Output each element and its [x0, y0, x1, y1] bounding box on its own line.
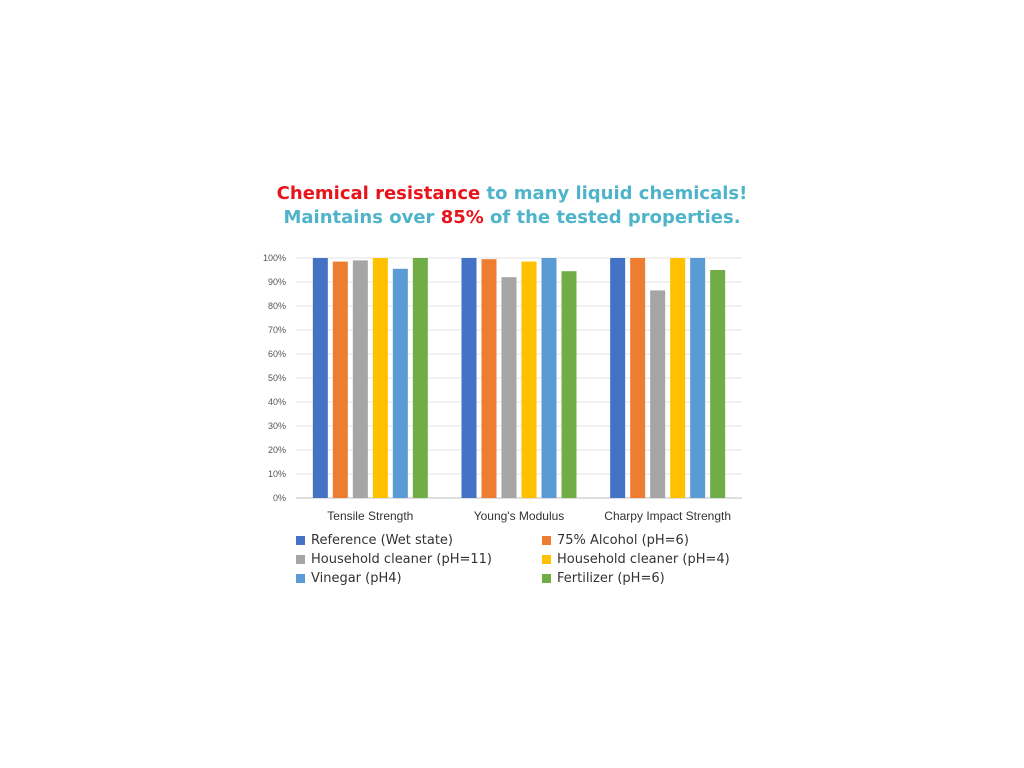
legend-item: Vinegar (pH4) [296, 570, 542, 586]
bar [332, 261, 348, 498]
headline-text: to many liquid chemicals! [480, 183, 748, 204]
y-tick-label: 90% [268, 277, 286, 287]
bar [521, 261, 537, 498]
bar [670, 258, 686, 498]
legend-label: Household cleaner (pH=11) [311, 551, 492, 567]
legend-label: Fertilizer (pH=6) [557, 570, 665, 586]
bar [461, 258, 477, 498]
legend-item: Household cleaner (pH=11) [296, 551, 542, 567]
legend-swatch [296, 535, 305, 545]
legend-label: 75% Alcohol (pH=6) [557, 532, 689, 548]
bar [690, 258, 706, 498]
bar [372, 258, 388, 498]
y-tick-label: 20% [268, 445, 286, 455]
x-category-label: Tensile Strength [327, 509, 413, 523]
legend-label: Vinegar (pH4) [311, 570, 402, 586]
y-tick-label: 40% [268, 397, 286, 407]
gridlines [296, 257, 742, 499]
bar [481, 259, 497, 498]
legend-item: 75% Alcohol (pH=6) [542, 532, 756, 548]
headline-line-1: Chemical resistance to many liquid chemi… [0, 183, 1024, 204]
legend-swatch [542, 554, 551, 564]
bar [392, 268, 408, 498]
x-category-label: Young's Modulus [474, 509, 565, 523]
x-axis-categories: Tensile Strength Young's Modulus Charpy Im… [327, 509, 731, 523]
bar [650, 290, 666, 498]
legend-swatch [296, 554, 305, 564]
y-axis-ticks: 0% 10% 20% 30% 40% 50% 60% 70% 80% 90% 100% [263, 253, 286, 503]
headline-percentage: 85% [440, 207, 484, 228]
y-tick-label: 80% [268, 301, 286, 311]
headline-text: of the tested properties. [483, 207, 741, 228]
x-category-label: Charpy Impact Strength [604, 509, 731, 523]
chart-legend: Reference (Wet state) 75% Alcohol (pH=6) H… [296, 532, 756, 586]
legend-item: Reference (Wet state) [296, 532, 542, 548]
bar [610, 258, 626, 498]
y-tick-label: 0% [273, 493, 286, 503]
headline-line-2: Maintains over 85% of the tested propert… [0, 207, 1024, 228]
headline-text: Maintains over [283, 207, 441, 228]
bar [710, 270, 726, 498]
bar [541, 258, 557, 498]
legend-swatch [296, 573, 305, 583]
bar [561, 271, 577, 498]
bars [312, 258, 726, 498]
legend-item: Fertilizer (pH=6) [542, 570, 756, 586]
bar [412, 258, 428, 498]
bar [501, 277, 517, 498]
legend-swatch [542, 573, 551, 583]
bar [312, 258, 328, 498]
y-tick-label: 60% [268, 349, 286, 359]
y-tick-label: 50% [268, 373, 286, 383]
legend-label: Household cleaner (pH=4) [557, 551, 730, 567]
y-tick-label: 100% [263, 253, 286, 263]
bar [352, 260, 368, 498]
headline-emphasis: Chemical resistance [276, 183, 481, 204]
y-tick-label: 10% [268, 469, 286, 479]
bar [630, 258, 646, 498]
legend-item: Household cleaner (pH=4) [542, 551, 756, 567]
legend-label: Reference (Wet state) [311, 532, 453, 548]
legend-swatch [542, 535, 551, 545]
y-tick-label: 70% [268, 325, 286, 335]
y-tick-label: 30% [268, 421, 286, 431]
